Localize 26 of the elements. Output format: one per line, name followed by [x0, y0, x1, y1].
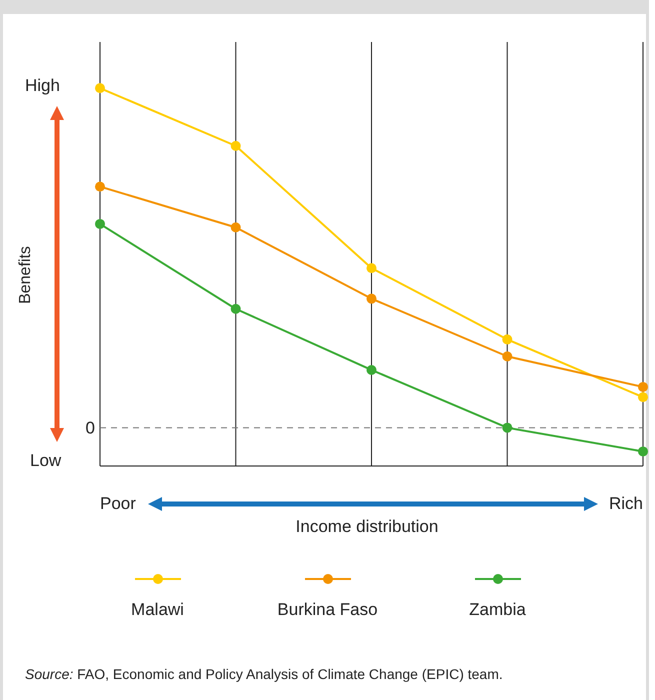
x-axis-title: Income distribution	[296, 517, 438, 537]
point	[95, 83, 105, 94]
point	[366, 294, 376, 304]
y-axis-title: Benefits	[17, 246, 35, 304]
point	[502, 334, 512, 344]
point	[366, 263, 376, 274]
legend-label: Malawi	[131, 600, 184, 620]
point	[95, 218, 105, 229]
text: High	[25, 76, 60, 96]
point	[638, 382, 648, 392]
point	[502, 351, 512, 362]
text: Rich	[609, 494, 644, 514]
source-note: Source: FAO, Economic and Policy Analysis of Climate Change (EPIC) team.	[25, 666, 503, 682]
text: Low	[30, 451, 62, 471]
point	[95, 182, 105, 192]
point	[230, 140, 241, 151]
point	[230, 222, 241, 232]
text: Poor	[100, 494, 136, 514]
legend-label: Zambia	[469, 600, 526, 620]
point	[230, 304, 241, 314]
point	[502, 422, 512, 433]
point	[638, 392, 648, 402]
point	[366, 364, 376, 375]
ref-line-label: 0	[86, 418, 95, 438]
legend-label: Burkina Faso	[277, 600, 378, 620]
point	[638, 446, 648, 456]
